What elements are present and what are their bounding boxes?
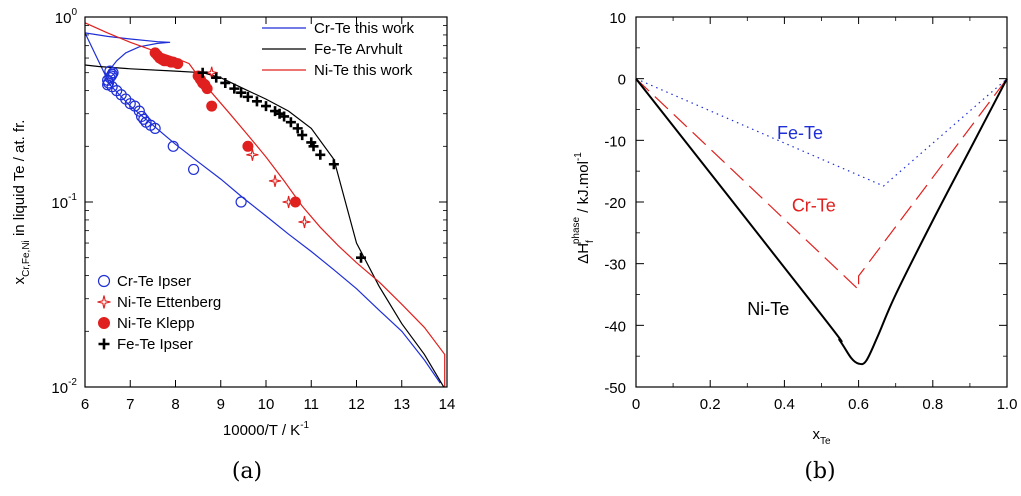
x-tick-label: 0.2 xyxy=(700,396,721,413)
data-point-fe-te-ipser xyxy=(292,123,303,134)
legend-label-ni-te-this-work: Ni-Te this work xyxy=(314,62,413,79)
legend-label-cr-te-ipser: Cr-Te Ipser xyxy=(117,273,191,290)
x-tick-label: 14 xyxy=(439,396,456,413)
y-tick-label: 100 xyxy=(55,7,78,27)
panel-a-caption: (a) xyxy=(232,459,262,484)
curve-cr-te xyxy=(635,78,1008,291)
legend-marker-fe-te-ipser xyxy=(98,338,110,350)
panel-b-chart: Fe-Te Cr-Te Ni-Te 0 0.2 0.4 0.6 0.8 1.0 10 0 -10 -20… xyxy=(571,10,1017,447)
series-label-fe-te: Fe-Te xyxy=(777,123,823,143)
data-point-ni-te-klepp xyxy=(172,58,184,70)
x-axis-label: 10000/T / K-1 xyxy=(223,420,310,439)
data-point-fe-te-ipser xyxy=(315,149,326,160)
legend-marker-cr-te-ipser xyxy=(97,274,111,288)
data-point-cr-te-ipser xyxy=(235,196,247,208)
x-tick-label: 0 xyxy=(632,396,640,413)
y-tick-label: 10-1 xyxy=(51,192,77,212)
y-tick-label: -30 xyxy=(604,257,626,274)
y-tick-label: 10-2 xyxy=(51,377,77,397)
data-point-fe-te-ipser xyxy=(197,67,208,78)
x-tick-label: 9 xyxy=(217,396,225,413)
data-point-ni-te-klepp xyxy=(201,83,213,95)
data-point-cr-te-ipser xyxy=(167,140,179,152)
x-tick-label: 10 xyxy=(258,396,275,413)
x-tick-label: 11 xyxy=(303,396,319,413)
data-point-cr-te-ipser xyxy=(149,122,161,134)
data-point-fe-te-ipser xyxy=(261,101,271,112)
data-point-ni-te-ettenberg xyxy=(246,148,259,161)
data-point-fe-te-ipser xyxy=(242,91,253,102)
data-point-ni-te-klepp xyxy=(206,100,218,112)
y-tick-label: -40 xyxy=(604,318,626,335)
series-label-ni-te: Ni-Te xyxy=(747,299,789,319)
data-point-cr-te-ipser xyxy=(106,68,118,80)
y-tick-label: 10 xyxy=(609,10,626,27)
legend-marker-ni-te-klepp xyxy=(98,317,110,329)
y-axis-label: ΔHfphase / kJ.mol-1 xyxy=(571,152,596,264)
y-tick-label: 0 xyxy=(618,72,626,89)
data-point-fe-te-ipser xyxy=(328,159,339,170)
y-tick-label: -20 xyxy=(604,195,626,212)
legend-label-cr-te-this-work: Cr-Te this work xyxy=(314,20,415,37)
curve-ni-te xyxy=(635,78,1008,366)
x-tick-label: 8 xyxy=(171,396,179,413)
data-point-fe-te-ipser xyxy=(285,117,296,128)
legend-label-fe-te-arvhult: Fe-Te Arvhult xyxy=(314,41,403,58)
data-point-cr-te-ipser xyxy=(188,163,200,176)
legend-label-ni-te-klepp: Ni-Te Klepp xyxy=(117,315,195,332)
legend-label-ni-te-ettenberg: Ni-Te Ettenberg xyxy=(117,294,221,311)
panel-a-chart: 6 7 8 9 10 11 12 13 14 100 10-1 10-2 10000/T / K-1 xC… xyxy=(11,7,455,439)
data-point-ni-te-ettenberg xyxy=(268,174,282,188)
x-tick-label: 1.0 xyxy=(997,396,1018,413)
x-axis-label: xTe xyxy=(812,426,831,447)
y-axis-label: xCr,Fe,Ni in liquid Te / at. fr. xyxy=(11,120,32,285)
y-tick-label: -10 xyxy=(604,133,626,150)
data-point-fe-te-ipser xyxy=(229,83,240,94)
x-tick-label: 7 xyxy=(126,396,134,413)
x-tick-label: 0.6 xyxy=(848,396,869,413)
data-point-fe-te-ipser xyxy=(356,252,367,263)
data-point-fe-te-ipser xyxy=(236,87,247,98)
series-label-cr-te: Cr-Te xyxy=(792,195,836,215)
x-tick-label: 13 xyxy=(393,396,410,413)
x-tick-label: 0.8 xyxy=(922,396,943,413)
data-point-cr-te-ipser xyxy=(104,65,116,77)
x-tick-label: 6 xyxy=(81,396,89,413)
data-point-fe-te-ipser xyxy=(251,96,262,107)
data-point-fe-te-ipser xyxy=(297,130,308,141)
data-point-ni-te-klepp xyxy=(242,140,254,152)
data-point-cr-te-ipser xyxy=(138,113,150,125)
data-point-ni-te-ettenberg xyxy=(298,215,311,229)
legend-label-fe-te-ipser: Fe-Te Ipser xyxy=(117,336,193,353)
panel-b-caption: (b) xyxy=(804,459,835,484)
data-point-fe-te-ipser xyxy=(308,141,319,152)
data-point-ni-te-klepp xyxy=(289,196,301,208)
curve-fe-te xyxy=(635,78,1008,187)
legend-marker-ni-te-ettenberg xyxy=(97,295,111,309)
data-point-fe-te-ipser xyxy=(279,111,290,122)
data-point-fe-te-ipser xyxy=(211,72,222,83)
curve-fe-te-arvhult xyxy=(85,64,445,387)
x-tick-label: 12 xyxy=(348,396,365,413)
x-tick-label: 0.4 xyxy=(774,396,795,413)
y-tick-label: -50 xyxy=(604,380,626,397)
data-point-fe-te-ipser xyxy=(220,77,231,88)
